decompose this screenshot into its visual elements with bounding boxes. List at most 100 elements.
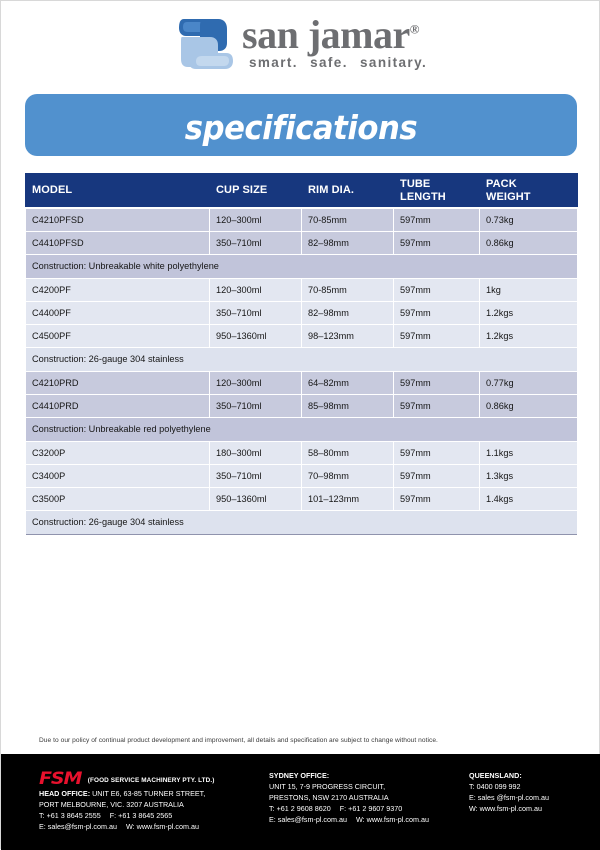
cell-cup-size: 120–300ml [209, 278, 302, 302]
table-row: C4410PFSD 350–710ml 82–98mm 597mm 0.86kg [25, 231, 578, 255]
cell-cup-size: 350–710ml [209, 301, 302, 325]
brand-header: san jamar® smart. safe. sanitary. [1, 1, 600, 89]
construction-row: Construction: Unbreakable red polyethyle… [25, 417, 578, 442]
cell-pack-weight: 0.86kg [479, 231, 578, 255]
cell-rim-dia: 98–123mm [301, 324, 394, 348]
table-group-3: C4210PRD 120–300ml 64–82mm 597mm 0.77kg … [25, 371, 578, 442]
footer-queensland-office: QUEENSLAND: T: 0400 099 992 E: sales @fs… [469, 771, 549, 815]
brand-tagline: smart. safe. sanitary. [242, 55, 427, 70]
tagline-safe: safe. [310, 55, 348, 71]
fsm-legal-name: (FOOD SERVICE MACHINERY PTY. LTD.) [87, 777, 215, 785]
cell-tube-length: 597mm [393, 371, 480, 395]
cell-cup-size: 120–300ml [209, 207, 302, 232]
cell-pack-weight: 1.2kgs [479, 301, 578, 325]
cell-model: C3500P [25, 487, 210, 511]
queensland-web[interactable]: W: www.fsm-pl.com.au [469, 803, 542, 813]
cell-model: C4400PF [25, 301, 210, 325]
cell-rim-dia: 70-85mm [301, 207, 394, 232]
column-header-model: MODEL [25, 173, 210, 209]
table-row: C4210PFSD 120–300ml 70-85mm 597mm 0.73kg [25, 207, 578, 232]
cell-model: C4200PF [25, 278, 210, 302]
cell-tube-length: 597mm [393, 324, 480, 348]
cell-tube-length: 597mm [393, 394, 480, 418]
cell-rim-dia: 64–82mm [301, 371, 394, 395]
cell-construction: Construction: 26-gauge 304 stainless [25, 510, 578, 535]
fsm-logo-line: FSM (FOOD SERVICE MACHINERY PTY. LTD.) [39, 771, 215, 788]
specifications-banner: specifications [25, 94, 577, 156]
brand-name: san jamar® [242, 12, 419, 57]
construction-row: Construction: 26-gauge 304 stainless [25, 510, 578, 535]
cell-model: C4210PFSD [25, 207, 210, 232]
construction-row: Construction: Unbreakable white polyethy… [25, 254, 578, 279]
cell-tube-length: 597mm [393, 207, 480, 232]
footer-head-office: FSM (FOOD SERVICE MACHINERY PTY. LTD.) H… [39, 771, 215, 833]
cell-pack-weight: 1.3kgs [479, 464, 578, 488]
header-line-1: MODEL [32, 184, 73, 197]
sydney-contact-line: E: sales@fsm-pl.com.au W: www.fsm-pl.com.… [269, 815, 429, 826]
header-line-1: PACK [486, 178, 517, 191]
head-office-fax: F: +61 3 8645 2565 [109, 810, 173, 820]
construction-row: Construction: 26-gauge 304 stainless [25, 347, 578, 372]
cell-rim-dia: 101–123mm [301, 487, 394, 511]
head-office-address-2: PORT MELBOURNE, VIC. 3207 AUSTRALIA [39, 799, 184, 809]
head-office-contact-line: E: sales@fsm-pl.com.au W: www.fsm-pl.com.… [39, 822, 215, 833]
queensland-email[interactable]: E: sales @fsm-pl.com.au [469, 792, 549, 802]
cell-tube-length: 597mm [393, 278, 480, 302]
cell-pack-weight: 1.4kgs [479, 487, 578, 511]
cell-tube-length: 597mm [393, 301, 480, 325]
cell-cup-size: 120–300ml [209, 371, 302, 395]
cell-pack-weight: 1.2kgs [479, 324, 578, 348]
cell-rim-dia: 58–80mm [301, 441, 394, 465]
sydney-email[interactable]: E: sales@fsm-pl.com.au [269, 814, 347, 824]
queensland-phone: T: 0400 099 992 [469, 781, 521, 791]
cell-pack-weight: 1kg [479, 278, 578, 302]
table-header: MODEL CUP SIZE RIM DIA. TUBE LENGTH PACK W… [25, 173, 578, 209]
head-office-address-1: UNIT E6, 63-85 TURNER STREET, [92, 789, 206, 798]
head-office-email[interactable]: E: sales@fsm-pl.com.au [39, 821, 117, 831]
table-header-row: MODEL CUP SIZE RIM DIA. TUBE LENGTH PACK W… [25, 173, 578, 209]
cell-cup-size: 350–710ml [209, 394, 302, 418]
tagline-sanitary: sanitary. [360, 55, 428, 71]
column-header-tube-length: TUBE LENGTH [393, 173, 480, 209]
cell-tube-length: 597mm [393, 231, 480, 255]
registered-mark: ® [409, 21, 420, 37]
table-row: C4500PF 950–1360ml 98–123mm 597mm 1.2kgs [25, 324, 578, 348]
brand-lockup: san jamar® smart. safe. sanitary. [176, 13, 600, 75]
san-jamar-logo-icon [176, 13, 236, 75]
cell-cup-size: 180–300ml [209, 441, 302, 465]
head-office-web[interactable]: W: www.fsm-pl.com.au [126, 821, 199, 831]
cell-tube-length: 597mm [393, 441, 480, 465]
table-row: C3500P 950–1360ml 101–123mm 597mm 1.4kgs [25, 487, 578, 511]
sydney-phone: T: +61 2 9608 8620 [269, 803, 331, 813]
footer-bar: FSM (FOOD SERVICE MACHINERY PTY. LTD.) H… [1, 754, 600, 850]
footer-sydney-office: SYDNEY OFFICE: UNIT 15, 7-9 PROGRESS CIR… [269, 771, 429, 826]
cell-model: C4410PRD [25, 394, 210, 418]
table-row: C4400PF 350–710ml 82–98mm 597mm 1.2kgs [25, 301, 578, 325]
table-row: C4410PRD 350–710ml 85–98mm 597mm 0.86kg [25, 394, 578, 418]
cell-rim-dia: 82–98mm [301, 231, 394, 255]
table-group-4: C3200P 180–300ml 58–80mm 597mm 1.1kgs C3… [25, 441, 578, 535]
footer-columns: FSM (FOOD SERVICE MACHINERY PTY. LTD.) H… [1, 754, 600, 850]
fsm-logo-icon: FSM [39, 769, 82, 789]
cell-construction: Construction: 26-gauge 304 stainless [25, 347, 578, 372]
cell-cup-size: 350–710ml [209, 231, 302, 255]
table-row: C3400P 350–710ml 70–98mm 597mm 1.3kgs [25, 464, 578, 488]
head-office-address-line-1: HEAD OFFICE: UNIT E6, 63-85 TURNER STREE… [39, 789, 215, 800]
cell-model: C3400P [25, 464, 210, 488]
specifications-title: specifications [184, 108, 418, 147]
header-line-1: TUBE [400, 178, 431, 191]
cell-model: C3200P [25, 441, 210, 465]
column-header-pack-weight: PACK WEIGHT [479, 173, 578, 209]
head-office-phone: T: +61 3 8645 2555 [39, 810, 101, 820]
cell-cup-size: 950–1360ml [209, 487, 302, 511]
sydney-web[interactable]: W: www.fsm-pl.com.au [356, 814, 429, 824]
header-line-2: LENGTH [400, 190, 446, 203]
cell-construction: Construction: Unbreakable white polyethy… [25, 254, 578, 279]
cell-construction: Construction: Unbreakable red polyethyle… [25, 417, 578, 442]
cell-rim-dia: 70–98mm [301, 464, 394, 488]
table-row: C3200P 180–300ml 58–80mm 597mm 1.1kgs [25, 441, 578, 465]
column-header-cup-size: CUP SIZE [209, 173, 302, 209]
cell-tube-length: 597mm [393, 464, 480, 488]
sydney-fax: F: +61 2 9607 9370 [339, 803, 403, 813]
